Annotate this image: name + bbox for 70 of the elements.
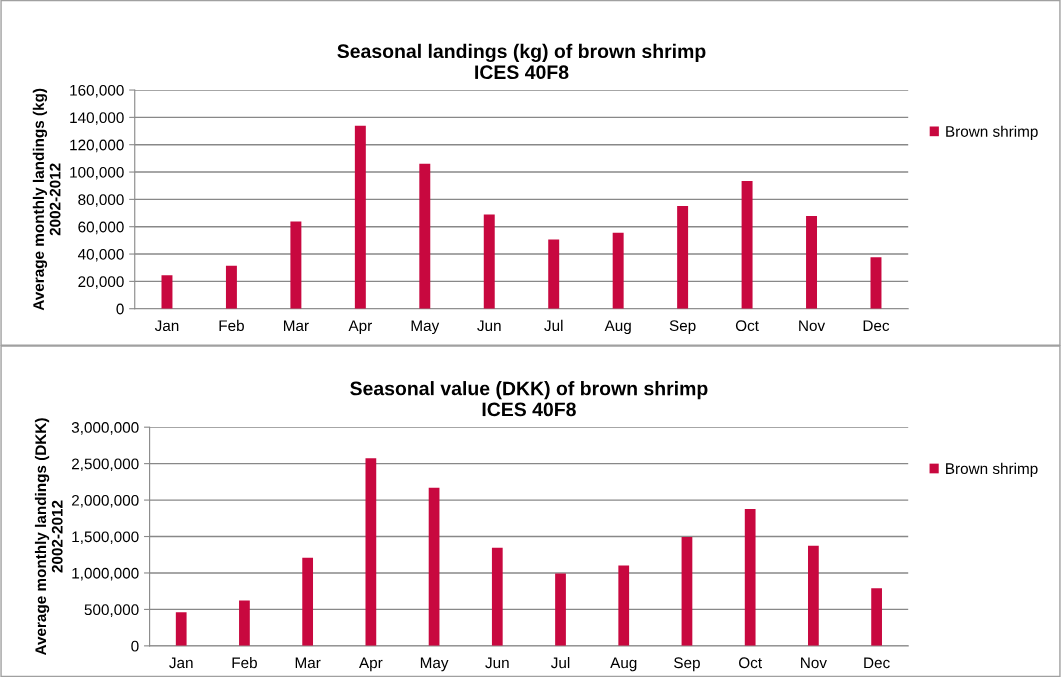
y-tick-label: 40,000 [77, 248, 124, 262]
y-tick-label: 2,000,000 [71, 494, 139, 508]
x-tick-label: Apr [359, 657, 383, 672]
x-tick-label: Sep [674, 657, 700, 672]
x-tick-label: Mar [283, 320, 309, 332]
y-tick-label: 500,000 [84, 604, 139, 617]
bar [175, 612, 187, 646]
x-tick-label: Nov [801, 657, 827, 669]
y-tick-label: 3,000,000 [71, 422, 139, 435]
x-tick-label: May [420, 657, 449, 672]
x-tick-label: Jun [477, 320, 501, 332]
bar [741, 181, 753, 309]
x-tick-label: Sep [669, 320, 696, 335]
x-tick-label: Mar [295, 657, 321, 669]
x-tick-label: May [411, 320, 440, 335]
bar [808, 545, 819, 646]
bar [491, 547, 503, 646]
x-tick-label: Feb [219, 319, 244, 332]
x-tick-label: Jan [154, 320, 179, 332]
y-tick-label: 140,000 [70, 112, 124, 125]
x-tick-label: Jul [550, 656, 570, 669]
legend-label: Brown shrimp [946, 125, 1038, 140]
x-tick-label: Jun [485, 657, 509, 669]
x-tick-label: Aug [610, 657, 637, 672]
x-tick-label: Dec [864, 657, 890, 669]
bar [161, 275, 173, 309]
bar [548, 239, 560, 309]
y-tick-label: 0 [116, 303, 124, 315]
bar [428, 487, 440, 646]
bar [419, 163, 431, 309]
bar [618, 565, 630, 646]
bar [870, 257, 882, 309]
bar [744, 509, 756, 646]
bar [354, 125, 366, 309]
y-tick-label: 20,000 [78, 276, 124, 289]
bar [681, 537, 693, 646]
bar [483, 214, 495, 309]
bar [612, 232, 624, 309]
bar [290, 221, 302, 309]
legend-label: Brown shrimp [946, 462, 1038, 478]
y-tick-label: 100,000 [70, 166, 124, 180]
x-tick-label: Oct [735, 320, 759, 332]
y-tick-label: 160,000 [70, 84, 124, 98]
y-tick-label: 0 [131, 640, 139, 652]
bar [302, 557, 314, 646]
bar [871, 588, 882, 646]
x-tick-label: Aug [604, 320, 631, 335]
bar [239, 600, 250, 646]
x-tick-label: Jan [169, 657, 193, 669]
y-axis-title: Average monthly landings (DKK) 2002-2012 [34, 418, 63, 656]
x-tick-label: Jul [544, 319, 563, 332]
y-tick-label: 120,000 [70, 139, 124, 153]
x-tick-label: Feb [232, 656, 257, 669]
chart-title: Seasonal landings (kg) of brown shrimp ICES 40F8 [337, 43, 706, 80]
y-tick-label: 60,000 [78, 221, 124, 235]
y-axis-title: Average monthly landings (kg) 2002-2012 [32, 88, 61, 311]
bar [365, 458, 377, 646]
bar [225, 265, 237, 309]
y-tick-label: 80,000 [78, 194, 124, 207]
y-tick-label: 1,500,000 [72, 531, 139, 545]
x-tick-label: Apr [348, 320, 372, 335]
chart-title: Seasonal value (DKK) of brown shrimp ICES 40F8 [350, 381, 708, 417]
bar [806, 216, 818, 309]
y-tick-label: 1,000,000 [72, 567, 139, 581]
bar [677, 206, 689, 309]
y-tick-label: 2,500,000 [71, 458, 139, 472]
bar [555, 573, 566, 646]
x-tick-label: Oct [739, 657, 762, 669]
x-tick-label: Dec [863, 320, 890, 332]
x-tick-label: Nov [799, 320, 826, 332]
